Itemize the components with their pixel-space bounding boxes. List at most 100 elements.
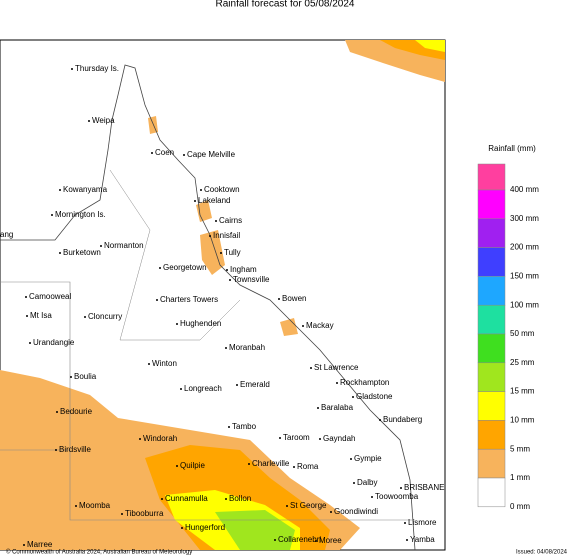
place-label: St George xyxy=(290,501,327,510)
legend-label: 25 mm xyxy=(510,358,535,367)
place-dot xyxy=(88,120,90,122)
place-dot xyxy=(139,438,141,440)
place-label: Normanton xyxy=(104,241,144,250)
place-dot xyxy=(248,463,250,465)
place-label: Hughenden xyxy=(180,319,221,328)
place-dot xyxy=(176,465,178,467)
place-dot xyxy=(56,411,58,413)
place-label: Dalby xyxy=(357,478,377,487)
place-label: Mt Isa xyxy=(30,311,52,320)
place-dot xyxy=(84,316,86,318)
place-dot xyxy=(274,539,276,541)
legend-swatch xyxy=(477,247,506,277)
issued-date: Issued: 04/08/2024 xyxy=(516,550,568,556)
place-dot xyxy=(29,342,31,344)
legend-label: 300 mm xyxy=(510,214,539,223)
place-label: Ingham xyxy=(230,265,257,274)
place-label: Winton xyxy=(152,359,177,368)
place-dot xyxy=(225,498,227,500)
copyright: © Commonwealth of Australia 2024, Austra… xyxy=(6,549,192,556)
legend-swatch xyxy=(477,477,506,508)
place-label: Birdsville xyxy=(59,445,92,454)
legend-label: 0 mm xyxy=(510,502,530,511)
place-label: Camooweal xyxy=(29,292,71,301)
place-dot xyxy=(71,68,73,70)
place-dot xyxy=(156,299,158,301)
place-dot xyxy=(400,487,402,489)
place-dot xyxy=(194,200,196,202)
place-dot xyxy=(371,496,373,498)
place-dot xyxy=(226,269,228,271)
legend-swatch xyxy=(477,362,506,392)
place-dot xyxy=(279,437,281,439)
place-dot xyxy=(100,245,102,247)
place-label: Urandangie xyxy=(33,338,75,347)
place-dot xyxy=(315,540,317,542)
place-label: Charleville xyxy=(252,459,290,468)
place-label: Gayndah xyxy=(323,434,355,443)
place-label: Townsville xyxy=(233,275,270,284)
place-dot xyxy=(225,347,227,349)
place-label: Longreach xyxy=(184,384,222,393)
place-label: Emerald xyxy=(240,380,270,389)
place-dot xyxy=(317,407,319,409)
legend-swatch xyxy=(477,333,506,364)
place-label: Kowanyama xyxy=(63,185,108,194)
place-label: Bundaberg xyxy=(383,415,422,424)
place-dot xyxy=(228,426,230,428)
place-dot xyxy=(159,267,161,269)
legend-swatch xyxy=(477,163,506,191)
place-label: Tambo xyxy=(232,422,257,431)
place-dot xyxy=(200,189,202,191)
place-dot xyxy=(404,522,406,524)
place-label: BRISBANE xyxy=(404,483,444,492)
place-label: Baralaba xyxy=(321,403,354,412)
legend-title: Rainfall (mm) xyxy=(488,144,536,153)
place-dot xyxy=(55,449,57,451)
place-label: St Lawrence xyxy=(314,363,359,372)
legend-label: 200 mm xyxy=(510,243,539,252)
place-label: Goondiwindi xyxy=(334,507,378,516)
place-label: Cairns xyxy=(219,216,242,225)
legend-label: 1 mm xyxy=(510,473,530,482)
place-label: Hungerford xyxy=(185,523,225,532)
place-label: ang xyxy=(0,230,13,239)
legend-swatch xyxy=(477,218,506,248)
place-label: Georgetown xyxy=(163,263,207,272)
place-label: Moree xyxy=(319,536,342,545)
place-label: Weipa xyxy=(92,116,115,125)
legend-label: 10 mm xyxy=(510,416,535,425)
place-dot xyxy=(350,458,352,460)
place-dot xyxy=(353,482,355,484)
place-label: Toowoomba xyxy=(375,492,419,501)
place-label: Moomba xyxy=(79,501,111,510)
place-label: Lakeland xyxy=(198,196,230,205)
place-dot xyxy=(336,382,338,384)
place-dot xyxy=(183,154,185,156)
place-label: Cooktown xyxy=(204,185,240,194)
legend-swatch xyxy=(477,420,506,450)
place-label: Rockhampton xyxy=(340,378,389,387)
place-label: Taroom xyxy=(283,433,310,442)
title: Rainfall forecast for 05/08/2024 xyxy=(216,0,355,10)
place-dot xyxy=(75,505,77,507)
place-dot xyxy=(236,384,238,386)
place-dot xyxy=(176,323,178,325)
map xyxy=(0,39,446,551)
place-dot xyxy=(161,498,163,500)
place-dot xyxy=(26,315,28,317)
legend-swatch xyxy=(477,276,506,306)
place-dot xyxy=(302,325,304,327)
legend-label: 50 mm xyxy=(510,329,535,338)
place-dot xyxy=(181,527,183,529)
place-dot xyxy=(278,298,280,300)
legend-label: 5 mm xyxy=(510,444,530,453)
place-dot xyxy=(319,438,321,440)
place-dot xyxy=(121,513,123,515)
legend: Rainfall (mm) 400 mm 300 mm 200 mm 150 mm 10… xyxy=(477,144,539,511)
place-dot xyxy=(310,367,312,369)
place-label: Coen xyxy=(155,148,174,157)
legend-swatch xyxy=(477,391,506,421)
place-label: Bowen xyxy=(282,294,306,303)
